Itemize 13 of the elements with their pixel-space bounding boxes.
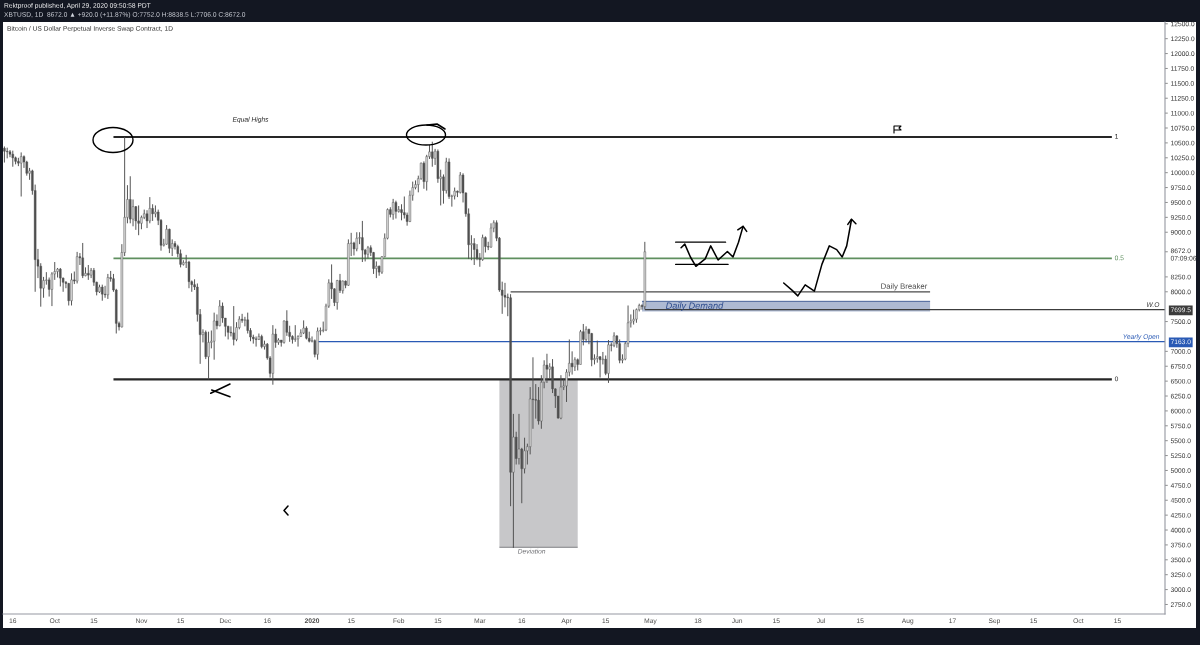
candlestick [106, 273, 110, 300]
candlestick [517, 413, 521, 465]
candlestick [67, 282, 70, 306]
candlestick [537, 386, 540, 426]
candlestick [221, 302, 224, 324]
candlestick [232, 305, 235, 346]
candlestick [218, 299, 221, 327]
candlestick [294, 324, 297, 343]
series-label: Daily Demand [665, 302, 724, 311]
candlestick [523, 437, 526, 474]
candlestick [168, 228, 171, 254]
candlestick [355, 231, 358, 252]
candlestick [129, 175, 132, 224]
